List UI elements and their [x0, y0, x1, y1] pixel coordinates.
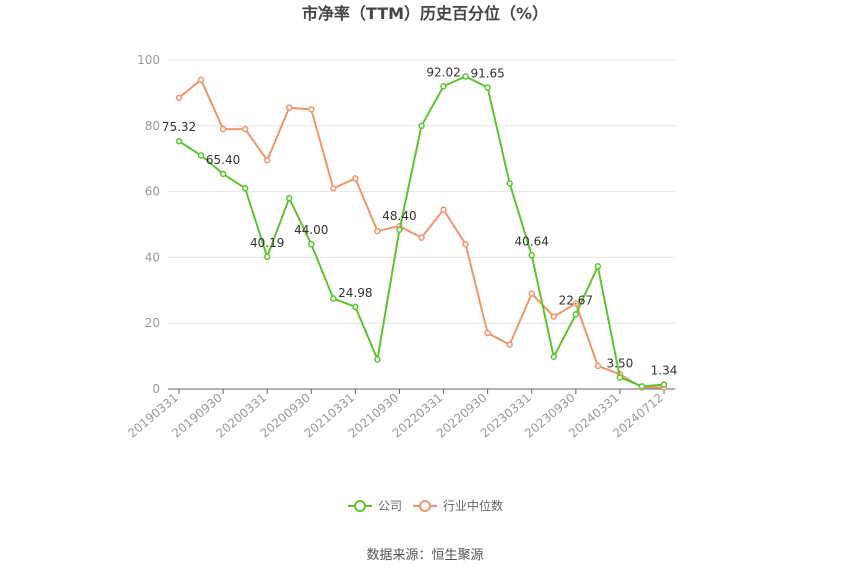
data-point[interactable]: [638, 383, 646, 390]
data-label: 65.40: [206, 153, 240, 167]
data-point[interactable]: [484, 84, 491, 91]
data-point[interactable]: [285, 104, 293, 111]
data-point[interactable]: [440, 83, 447, 90]
y-tick-label: 60: [145, 185, 160, 199]
data-point[interactable]: [175, 137, 183, 145]
data-point[interactable]: [374, 356, 381, 363]
data-point[interactable]: [462, 240, 469, 248]
data-label: 1.34: [651, 364, 678, 378]
legend-label-industry: 行业中位数: [443, 498, 503, 513]
data-point[interactable]: [528, 252, 535, 259]
data-point[interactable]: [219, 170, 227, 178]
data-labels: 75.32 65.40 40.19 44.00 24.98 48.40 92.02 91.65…: [162, 65, 678, 377]
data-point[interactable]: [462, 73, 469, 80]
legend[interactable]: 公司 行业中位数: [348, 498, 503, 513]
y-tick-label: 0: [152, 382, 160, 396]
data-point[interactable]: [352, 175, 359, 182]
legend-marker-company: [354, 500, 366, 512]
data-point[interactable]: [396, 226, 403, 234]
data-point[interactable]: [484, 329, 491, 337]
data-point[interactable]: [241, 185, 249, 192]
data-point[interactable]: [330, 295, 337, 302]
legend-item-industry[interactable]: 行业中位数: [413, 498, 503, 513]
data-point[interactable]: [285, 194, 293, 202]
y-tick-label: 100: [137, 53, 160, 67]
series-lines: [175, 73, 668, 391]
y-tick-label: 80: [145, 119, 160, 133]
y-tick-label: 40: [145, 250, 160, 264]
data-point[interactable]: [330, 185, 337, 192]
legend-item-company[interactable]: 公司: [348, 499, 402, 513]
data-label: 24.98: [338, 286, 372, 300]
y-axis-ticks: 0 20 40 60 80 100: [137, 53, 160, 396]
data-point[interactable]: [308, 106, 315, 113]
data-point[interactable]: [263, 253, 271, 261]
data-label: 48.40: [382, 209, 416, 223]
data-point[interactable]: [175, 94, 183, 102]
data-point[interactable]: [528, 290, 535, 297]
data-label: 40.64: [515, 234, 549, 248]
data-label: 3.50: [607, 356, 634, 370]
x-axis: 2019033120190930202003312020093020210331…: [125, 388, 675, 441]
data-label: 40.19: [250, 236, 284, 250]
data-label: 75.32: [162, 120, 196, 134]
data-point[interactable]: [241, 125, 249, 133]
data-point[interactable]: [616, 374, 624, 381]
legend-marker-industry: [419, 500, 431, 512]
data-point[interactable]: [263, 157, 271, 164]
data-point[interactable]: [418, 122, 425, 130]
data-point[interactable]: [550, 313, 558, 320]
data-point[interactable]: [572, 300, 580, 307]
data-point[interactable]: [506, 341, 513, 348]
y-tick-label: 20: [145, 316, 160, 330]
data-point[interactable]: [572, 311, 580, 318]
data-point[interactable]: [374, 227, 381, 235]
source-note: 数据来源：恒生聚源: [366, 548, 483, 563]
data-label: 91.65: [470, 66, 504, 80]
legend-label-company: 公司: [378, 499, 402, 513]
data-point[interactable]: [506, 180, 513, 187]
data-label: 22.67: [559, 293, 593, 307]
data-point[interactable]: [594, 263, 602, 270]
data-point[interactable]: [352, 303, 359, 311]
data-point[interactable]: [219, 125, 227, 133]
data-point[interactable]: [594, 362, 602, 370]
chart-title: 市净率（TTM）历史百分位（%）: [302, 4, 548, 23]
data-point[interactable]: [440, 206, 447, 213]
data-label: 92.02: [426, 65, 460, 79]
data-point[interactable]: [308, 240, 315, 248]
data-point[interactable]: [418, 234, 425, 241]
data-label: 44.00: [294, 223, 328, 237]
data-point[interactable]: [550, 353, 558, 361]
data-point[interactable]: [197, 152, 205, 159]
data-point[interactable]: [660, 381, 668, 388]
grid-lines: [168, 59, 675, 390]
data-point[interactable]: [197, 76, 205, 83]
